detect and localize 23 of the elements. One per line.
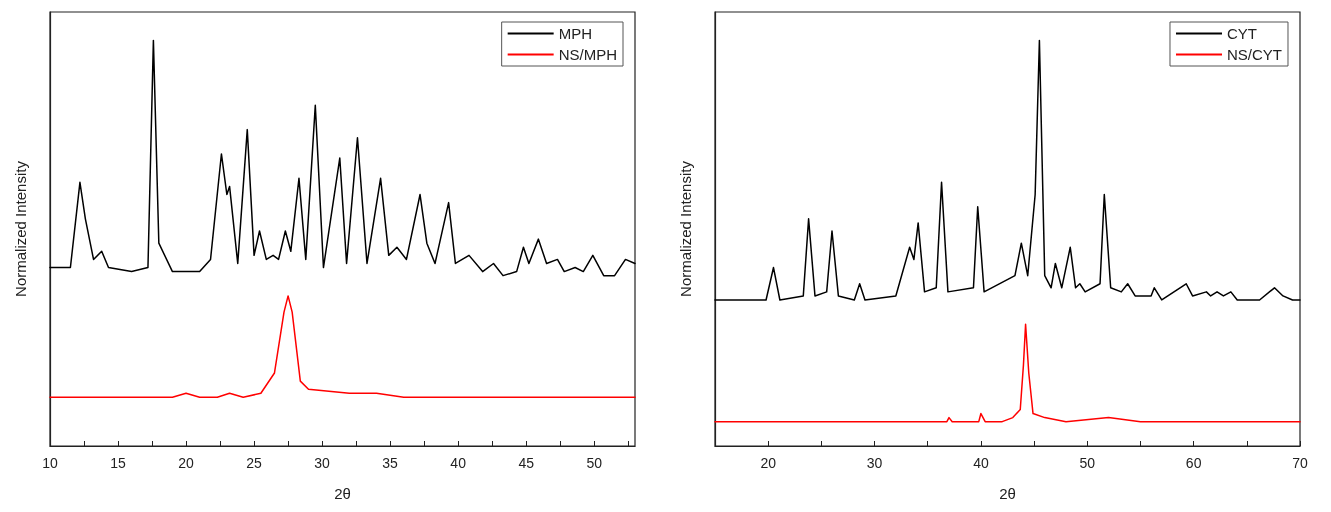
x-axis-title: 2θ	[334, 485, 351, 502]
x-tick-label: 30	[314, 455, 331, 471]
legend-label: MPH	[558, 25, 593, 42]
x-tick-label: 10	[42, 455, 58, 471]
x-tick-label: 50	[586, 455, 603, 471]
legend-label: NS/MPH	[558, 46, 618, 63]
x-tick-label: 15	[110, 455, 127, 471]
legend-label: CYT	[1227, 25, 1257, 42]
x-axis-title: 2θ	[999, 485, 1016, 502]
x-tick-label: 50	[1079, 455, 1096, 471]
x-tick-label: 25	[246, 455, 263, 471]
x-tick-label: 40	[973, 455, 989, 471]
x-tick-label: 60	[1185, 455, 1202, 471]
x-tick-label: 70	[1292, 455, 1308, 471]
x-tick-label: 30	[866, 455, 883, 471]
x-tick-label: 45	[518, 455, 535, 471]
legend-label: NS/CYT	[1227, 46, 1283, 63]
x-tick-label: 20	[178, 455, 195, 471]
y-axis-title: Normalized Intensity	[12, 160, 29, 297]
x-tick-label: 20	[760, 455, 777, 471]
x-tick-label: 40	[450, 455, 467, 471]
y-axis-title: Normalized Intensity	[677, 160, 694, 297]
x-tick-label: 35	[382, 455, 399, 471]
